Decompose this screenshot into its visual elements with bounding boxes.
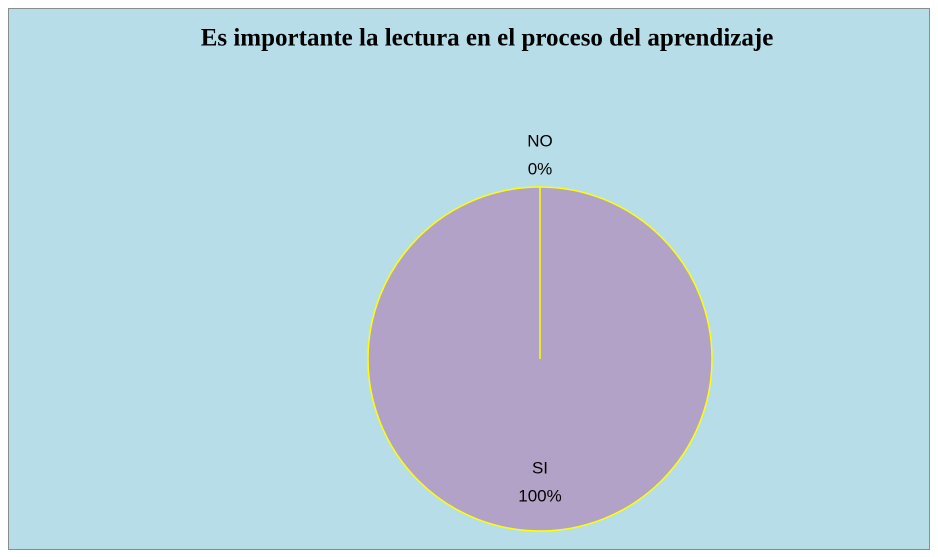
data-label-category: NO [527, 131, 553, 150]
data-label-value: 100% [518, 486, 561, 505]
chart-title: Es importante la lectura en el proceso d… [201, 25, 774, 52]
data-label-category: SI [532, 458, 548, 477]
data-label-value: 0% [528, 159, 553, 178]
